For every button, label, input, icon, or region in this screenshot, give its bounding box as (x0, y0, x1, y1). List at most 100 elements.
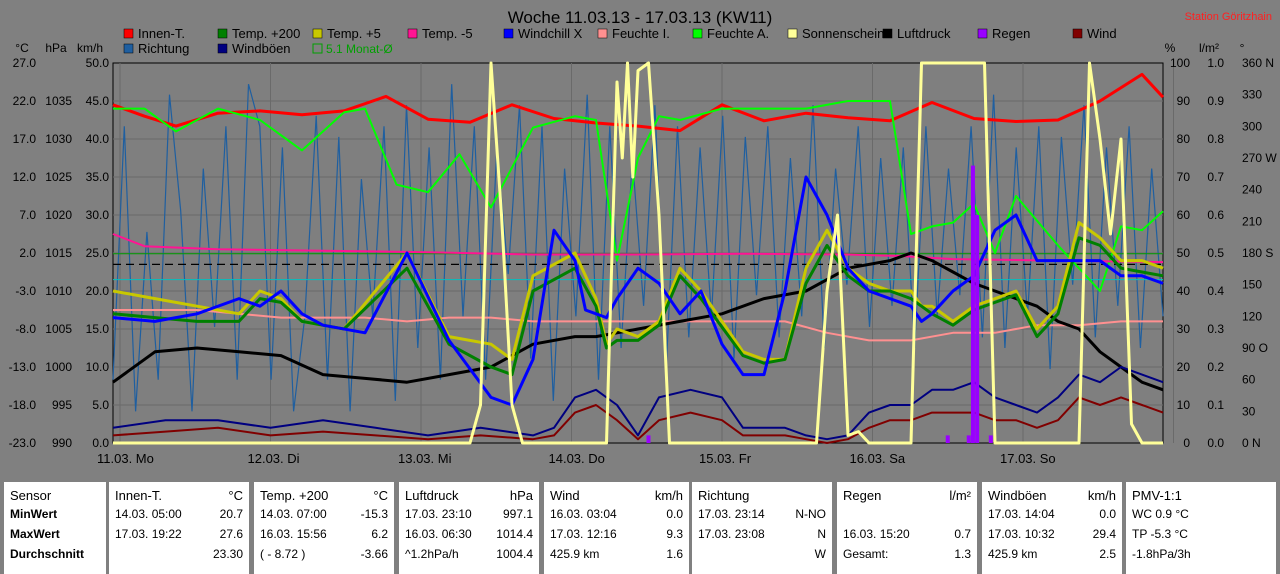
stats-panel: Richtung 17.03. 23:14 N-NO 17.03. 23:08 N W (692, 482, 832, 574)
table-row: 17.03. 23:08 N (698, 524, 826, 544)
legend-label: Richtung (138, 41, 189, 56)
legend-swatch (787, 28, 798, 39)
series-layer (112, 61, 1165, 445)
cell-time: 17.03. 23:08 (698, 527, 765, 541)
table-row: WC 0.9 °C (1132, 504, 1270, 524)
tick-label-deg: 30 (1242, 404, 1256, 418)
stats-panel: Innen-T. °C 14.03. 05:00 20.7 17.03. 19:22 27… (109, 482, 249, 574)
stats-panel: Regen l/m² 16.03. 15:20 0.7 Gesamt: 1.3 (837, 482, 977, 574)
legend-swatch (503, 28, 514, 39)
cell-time: 17.03. 14:04 (988, 507, 1055, 521)
cell-time: 16.03. 03:04 (550, 507, 617, 521)
panel-header: Regen l/m² (843, 482, 971, 503)
table-row: MinWert (10, 504, 100, 524)
tick-label-hpa: 1015 (45, 246, 72, 260)
panel-title: Temp. +200 (260, 488, 329, 503)
tick-label-deg: 210 (1242, 214, 1262, 228)
tick-label-hpa: 1020 (45, 208, 72, 222)
tick-label-celsius: 12.0 (13, 170, 37, 184)
table-row: MaxWert (10, 524, 100, 544)
stats-panel-sensor: Sensor MinWert MaxWert Durchschnitt (4, 482, 106, 574)
tick-label-percent: 40 (1177, 284, 1191, 298)
legend-label: Windchill X (518, 26, 583, 41)
cell-value: 20.7 (219, 507, 243, 521)
x-axis: 11.03. Mo 12.03. Di 13.03. Mi 14.03. Do 15.0… (97, 451, 1056, 466)
tick-label-deg: 270 W (1242, 151, 1277, 165)
tick-label-deg: 240 (1242, 183, 1262, 197)
tick-label-deg: 300 (1242, 119, 1262, 133)
rain-bar (646, 435, 651, 443)
panel-unit: km/h (1087, 488, 1116, 503)
cell-time: -1.8hPa/3h (1132, 547, 1191, 561)
cell-value: N (817, 527, 826, 541)
weather-chart: Woche 11.03.13 - 17.03.13 (KW11) Station… (8, 8, 1278, 466)
table-row: 14.03. 05:00 20.7 (115, 504, 243, 524)
panel-title: Luftdruck (405, 488, 459, 503)
panel-title: PMV-1:1 (1132, 488, 1182, 503)
unit-label-celsius: °C (15, 41, 29, 55)
panel-unit: °C (373, 488, 388, 503)
tick-label-rain: 1.0 (1207, 56, 1224, 70)
station-name: Station Göritzhain (1185, 11, 1272, 23)
cell-value: -3.66 (360, 547, 388, 561)
tick-label-deg: 360 N (1242, 56, 1274, 70)
unit-label-hpa: hPa (45, 41, 67, 55)
tick-label-hpa: 1005 (45, 322, 72, 336)
cell-time: 17.03. 10:32 (988, 527, 1055, 541)
tick-label-hpa: 1000 (45, 360, 72, 374)
cell-value: 1.6 (666, 547, 683, 561)
legend-swatch (123, 43, 134, 54)
stats-panel: Windböen km/h 17.03. 14:04 0.0 17.03. 10:32 2… (982, 482, 1122, 574)
series-luftdruck (112, 251, 1164, 392)
legend-swatch (882, 28, 893, 39)
axis-unit-labels: °C hPa km/h% l/m² ° (15, 41, 1244, 55)
tick-label-rain: 0.4 (1207, 284, 1224, 298)
panel-header: Innen-T. °C (115, 482, 243, 503)
legend-label: Innen-T. (138, 26, 185, 41)
table-row: 23.30 (115, 544, 243, 564)
legend-label: Regen (992, 26, 1030, 41)
panel-unit: km/h (654, 488, 683, 503)
tick-label-percent: 90 (1177, 94, 1191, 108)
table-row: W (698, 544, 826, 564)
table-row: 17.03. 10:32 29.4 (988, 524, 1116, 544)
table-row: 16.03. 15:20 0.7 (843, 524, 971, 544)
tick-label-deg: 180 S (1242, 246, 1273, 260)
tick-label-hpa: 1025 (45, 170, 72, 184)
panel-title: Windböen (988, 488, 1047, 503)
tick-label-kmh: 5.0 (92, 398, 109, 412)
cell-time: 17.03. 12:16 (550, 527, 617, 541)
tick-label-deg: 90 O (1242, 341, 1268, 355)
table-row: ^1.2hPa/h 1004.4 (405, 544, 533, 564)
row-label: MaxWert (10, 527, 60, 541)
legend-swatch (407, 28, 418, 39)
cell-value: 0.0 (666, 507, 683, 521)
table-row: 16.03. 06:30 1014.4 (405, 524, 533, 544)
series-boeen (112, 366, 1164, 441)
tick-label-deg: 330 (1242, 88, 1262, 102)
table-row: Gesamt: 1.3 (843, 544, 971, 564)
table-row: 17.03. 12:16 9.3 (550, 524, 683, 544)
legend-swatch (692, 28, 703, 39)
tick-label-rain: 0.5 (1207, 246, 1224, 260)
cell-time: 425.9 km (988, 547, 1038, 561)
stats-panel: Temp. +200 °C 14.03. 07:00 -15.3 16.03. 15:5… (254, 482, 394, 574)
cell-value: 9.3 (666, 527, 683, 541)
cell-time: 16.03. 06:30 (405, 527, 472, 541)
tick-label-deg: 60 (1242, 373, 1256, 387)
table-row: 17.03. 19:22 27.6 (115, 524, 243, 544)
rain-bar (988, 435, 993, 443)
tick-label-percent: 10 (1177, 398, 1191, 412)
tick-label-kmh: 45.0 (86, 94, 110, 108)
panel-title: Wind (550, 488, 580, 503)
series-innen (112, 72, 1165, 133)
cell-time: 425.9 km (550, 547, 600, 561)
tick-label-celsius: 17.0 (13, 132, 37, 146)
cell-value: 6.2 (371, 527, 388, 541)
tick-label-percent: 50 (1177, 246, 1191, 260)
legend-label: Temp. -5 (422, 26, 473, 41)
table-row: 17.03. 23:14 N-NO (698, 504, 826, 524)
stats-panel: PMV-1:1 WC 0.9 °C TP -5.3 °C -1.8hPa/3h (1126, 482, 1276, 574)
cell-time: ( - 8.72 ) (260, 547, 306, 561)
tick-label-kmh: 0.0 (92, 436, 109, 450)
